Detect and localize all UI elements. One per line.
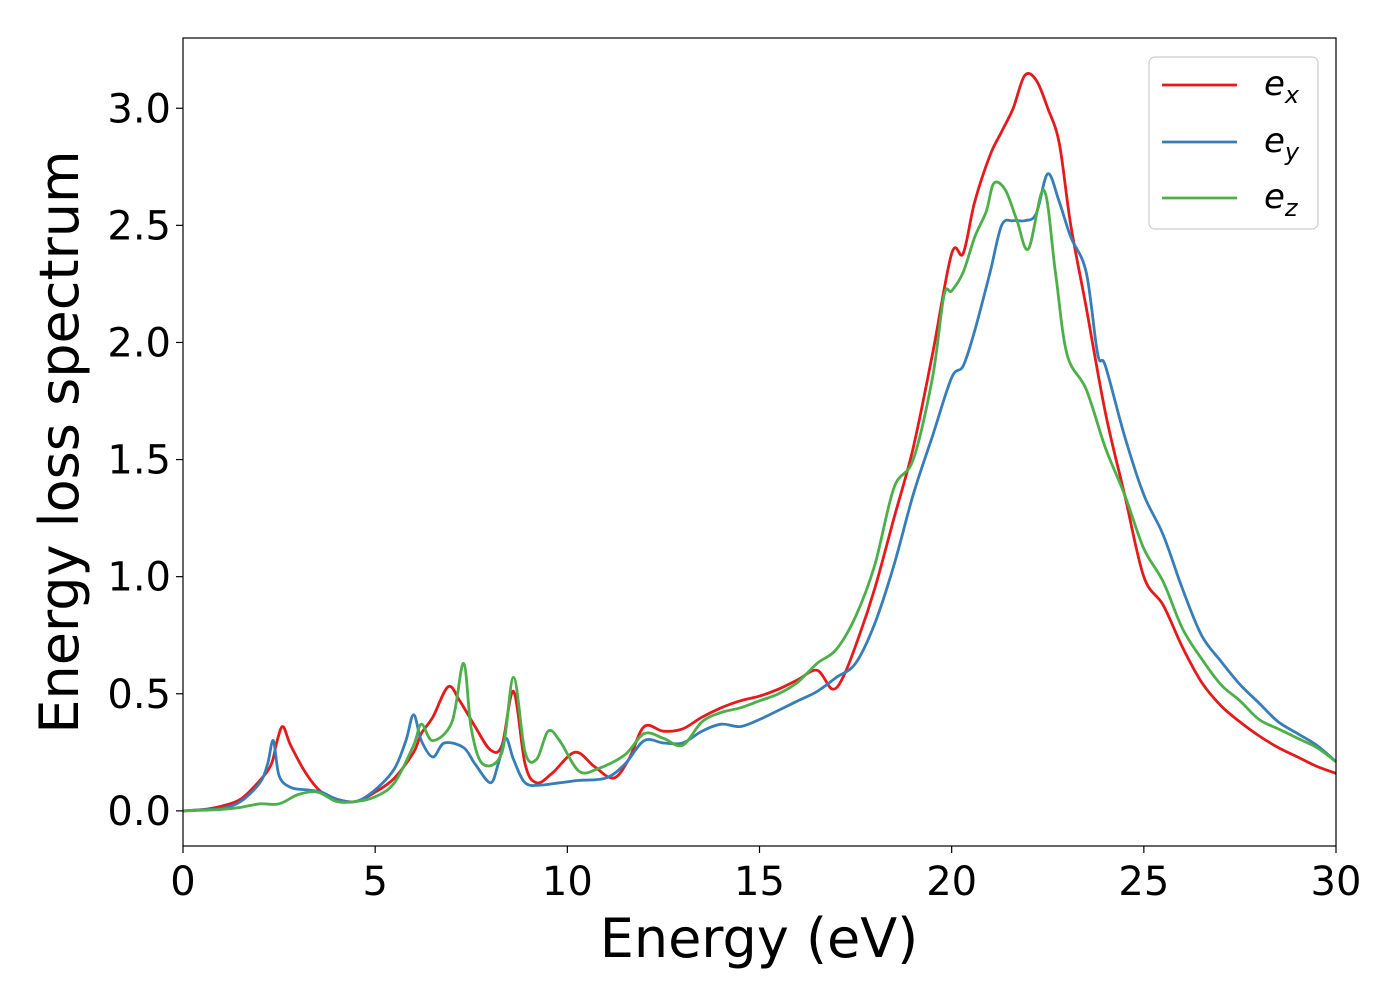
ticks-layer: 0 5 10 15 20 25 30 0.0 0.5 1.0 1.5 2.0 2.5 3.0 [107, 86, 1361, 905]
legend-label-z: ez [1264, 177, 1299, 222]
y-tick-label: 1.0 [107, 555, 171, 601]
legend-entries: ex ey ez [1162, 64, 1300, 222]
x-tick-label: 20 [926, 859, 977, 905]
x-tick-label: 5 [362, 859, 387, 905]
legend-label-y: ey [1264, 121, 1300, 166]
y-tick-label: 0.0 [107, 789, 171, 835]
x-tick-label: 10 [542, 859, 593, 905]
x-axis-title: Energy (eV) [600, 907, 919, 970]
legend: ex ey ez [1148, 56, 1319, 230]
legend-label-x: ex [1264, 64, 1300, 109]
y-tick-label: 0.5 [107, 672, 171, 718]
series-layer [182, 72, 1337, 813]
x-tick-label: 25 [1118, 859, 1169, 905]
x-tick-label: 0 [170, 859, 195, 905]
y-axis-title: Energy loss spectrum [28, 150, 91, 733]
y-tick-label: 2.5 [107, 203, 171, 249]
x-tick-label: 30 [1311, 859, 1362, 905]
y-tick-label: 1.5 [107, 438, 171, 484]
series-line-z [182, 180, 1337, 813]
y-tick-label: 2.0 [107, 320, 171, 366]
y-tick-label: 3.0 [107, 86, 171, 132]
x-tick-label: 15 [734, 859, 785, 905]
series-line-y [182, 172, 1337, 813]
